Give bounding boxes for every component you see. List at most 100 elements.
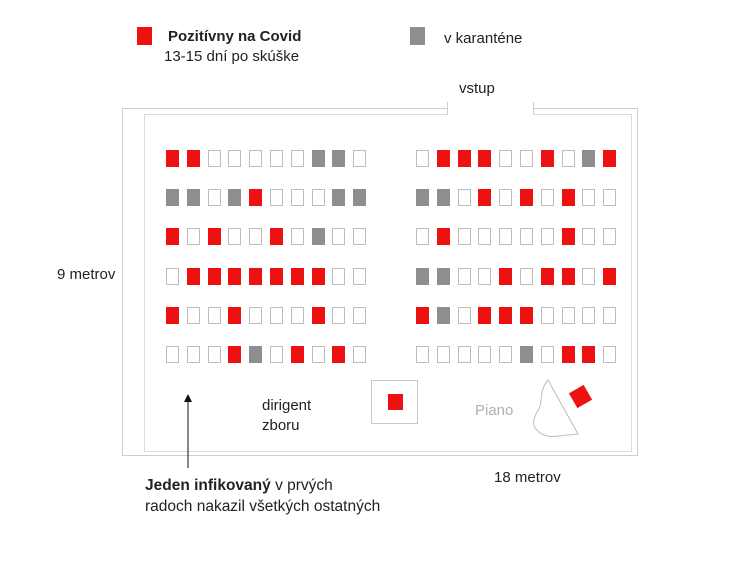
seat-positive — [478, 189, 492, 207]
seat-empty — [166, 267, 179, 285]
seat-positive — [228, 346, 242, 363]
seat-empty — [311, 189, 325, 207]
seat-positive — [228, 306, 242, 324]
piano-outline-icon — [533, 379, 579, 437]
seat-positive — [603, 267, 617, 285]
seat-empty — [332, 228, 346, 246]
seat-empty — [520, 150, 533, 167]
seat-positive — [540, 267, 554, 285]
seat-positive — [311, 306, 325, 324]
seat-positive — [207, 267, 221, 285]
seat-positive — [561, 189, 575, 207]
seat-empty — [478, 346, 492, 363]
caption-rest-line1: v prvých — [270, 477, 333, 494]
seat-empty — [416, 346, 429, 363]
seat-quarantine — [332, 189, 346, 207]
seat-positive — [207, 228, 221, 246]
seat-empty — [582, 189, 596, 207]
seat-positive — [478, 150, 492, 167]
seat-positive — [561, 346, 575, 363]
seat-empty — [249, 150, 263, 167]
width-dimension-label: 18 metrov — [494, 469, 561, 486]
seat-empty — [457, 267, 471, 285]
seat-positive — [290, 267, 304, 285]
seat-empty — [353, 306, 367, 324]
entrance-edge-left — [447, 102, 448, 114]
conductor-seat-positive — [388, 394, 403, 410]
entrance-opening — [448, 104, 533, 116]
seat-empty — [436, 346, 450, 363]
seat-positive — [186, 150, 200, 167]
seat-empty — [457, 306, 471, 324]
seat-quarantine — [436, 267, 450, 285]
seat-empty — [457, 228, 471, 246]
seat-quarantine — [332, 150, 346, 167]
seat-positive — [436, 228, 450, 246]
legend-positive-title: Pozitívny na Covid — [168, 28, 302, 45]
seat-empty — [561, 150, 575, 167]
room-outer-wall — [122, 108, 638, 456]
seat-empty — [166, 346, 179, 363]
seat-empty — [311, 346, 325, 363]
seat-empty — [249, 306, 263, 324]
seat-positive — [249, 189, 263, 207]
conductor-label-line1: dirigent — [262, 397, 312, 414]
seat-empty — [603, 228, 617, 246]
up-arrow-icon — [184, 394, 192, 468]
seat-quarantine — [416, 189, 429, 207]
seat-empty — [207, 306, 221, 324]
seat-empty — [186, 306, 200, 324]
seat-empty — [603, 306, 617, 324]
piano-label: Piano — [475, 402, 514, 419]
seat-empty — [416, 150, 429, 167]
seat-empty — [478, 228, 492, 246]
seat-empty — [416, 228, 429, 246]
conductor-podium — [371, 380, 418, 424]
seat-empty — [478, 267, 492, 285]
entrance-label: vstup — [459, 80, 495, 97]
seat-positive — [561, 228, 575, 246]
seat-empty — [207, 150, 221, 167]
seat-positive — [499, 306, 513, 324]
seat-empty — [270, 150, 283, 167]
seat-empty — [332, 306, 346, 324]
seat-positive — [270, 228, 283, 246]
seat-empty — [290, 306, 304, 324]
seat-empty — [332, 267, 346, 285]
height-dimension-label: 9 metrov — [57, 266, 116, 283]
seat-empty — [270, 346, 283, 363]
seat-empty — [582, 306, 596, 324]
seat-empty — [499, 228, 513, 246]
seat-positive — [416, 306, 429, 324]
seat-empty — [603, 189, 617, 207]
caption-bold: Jeden infikovaný — [145, 477, 271, 494]
seat-empty — [186, 228, 200, 246]
seat-empty — [582, 267, 596, 285]
seat-empty — [540, 189, 554, 207]
seat-empty — [499, 189, 513, 207]
seat-empty — [353, 150, 367, 167]
entrance-edge-right — [533, 102, 534, 114]
seat-empty — [457, 346, 471, 363]
seat-positive — [311, 267, 325, 285]
seat-empty — [290, 228, 304, 246]
seat-quarantine — [228, 189, 242, 207]
legend-quarantine-label: v karanténe — [444, 30, 523, 47]
seat-positive — [270, 267, 283, 285]
seat-empty — [582, 228, 596, 246]
legend-positive-subtitle: 13-15 dní po skúške — [164, 48, 300, 65]
seat-positive — [249, 267, 263, 285]
seat-positive — [457, 150, 471, 167]
seat-empty — [186, 346, 200, 363]
seat-empty — [353, 228, 367, 246]
seat-quarantine — [249, 346, 263, 363]
seat-empty — [207, 346, 221, 363]
seat-positive — [436, 150, 450, 167]
seat-positive — [228, 267, 242, 285]
seat-empty — [270, 189, 283, 207]
seat-positive — [582, 346, 596, 363]
seat-empty — [540, 228, 554, 246]
seat-empty — [270, 306, 283, 324]
seat-quarantine — [311, 150, 325, 167]
seat-empty — [499, 346, 513, 363]
